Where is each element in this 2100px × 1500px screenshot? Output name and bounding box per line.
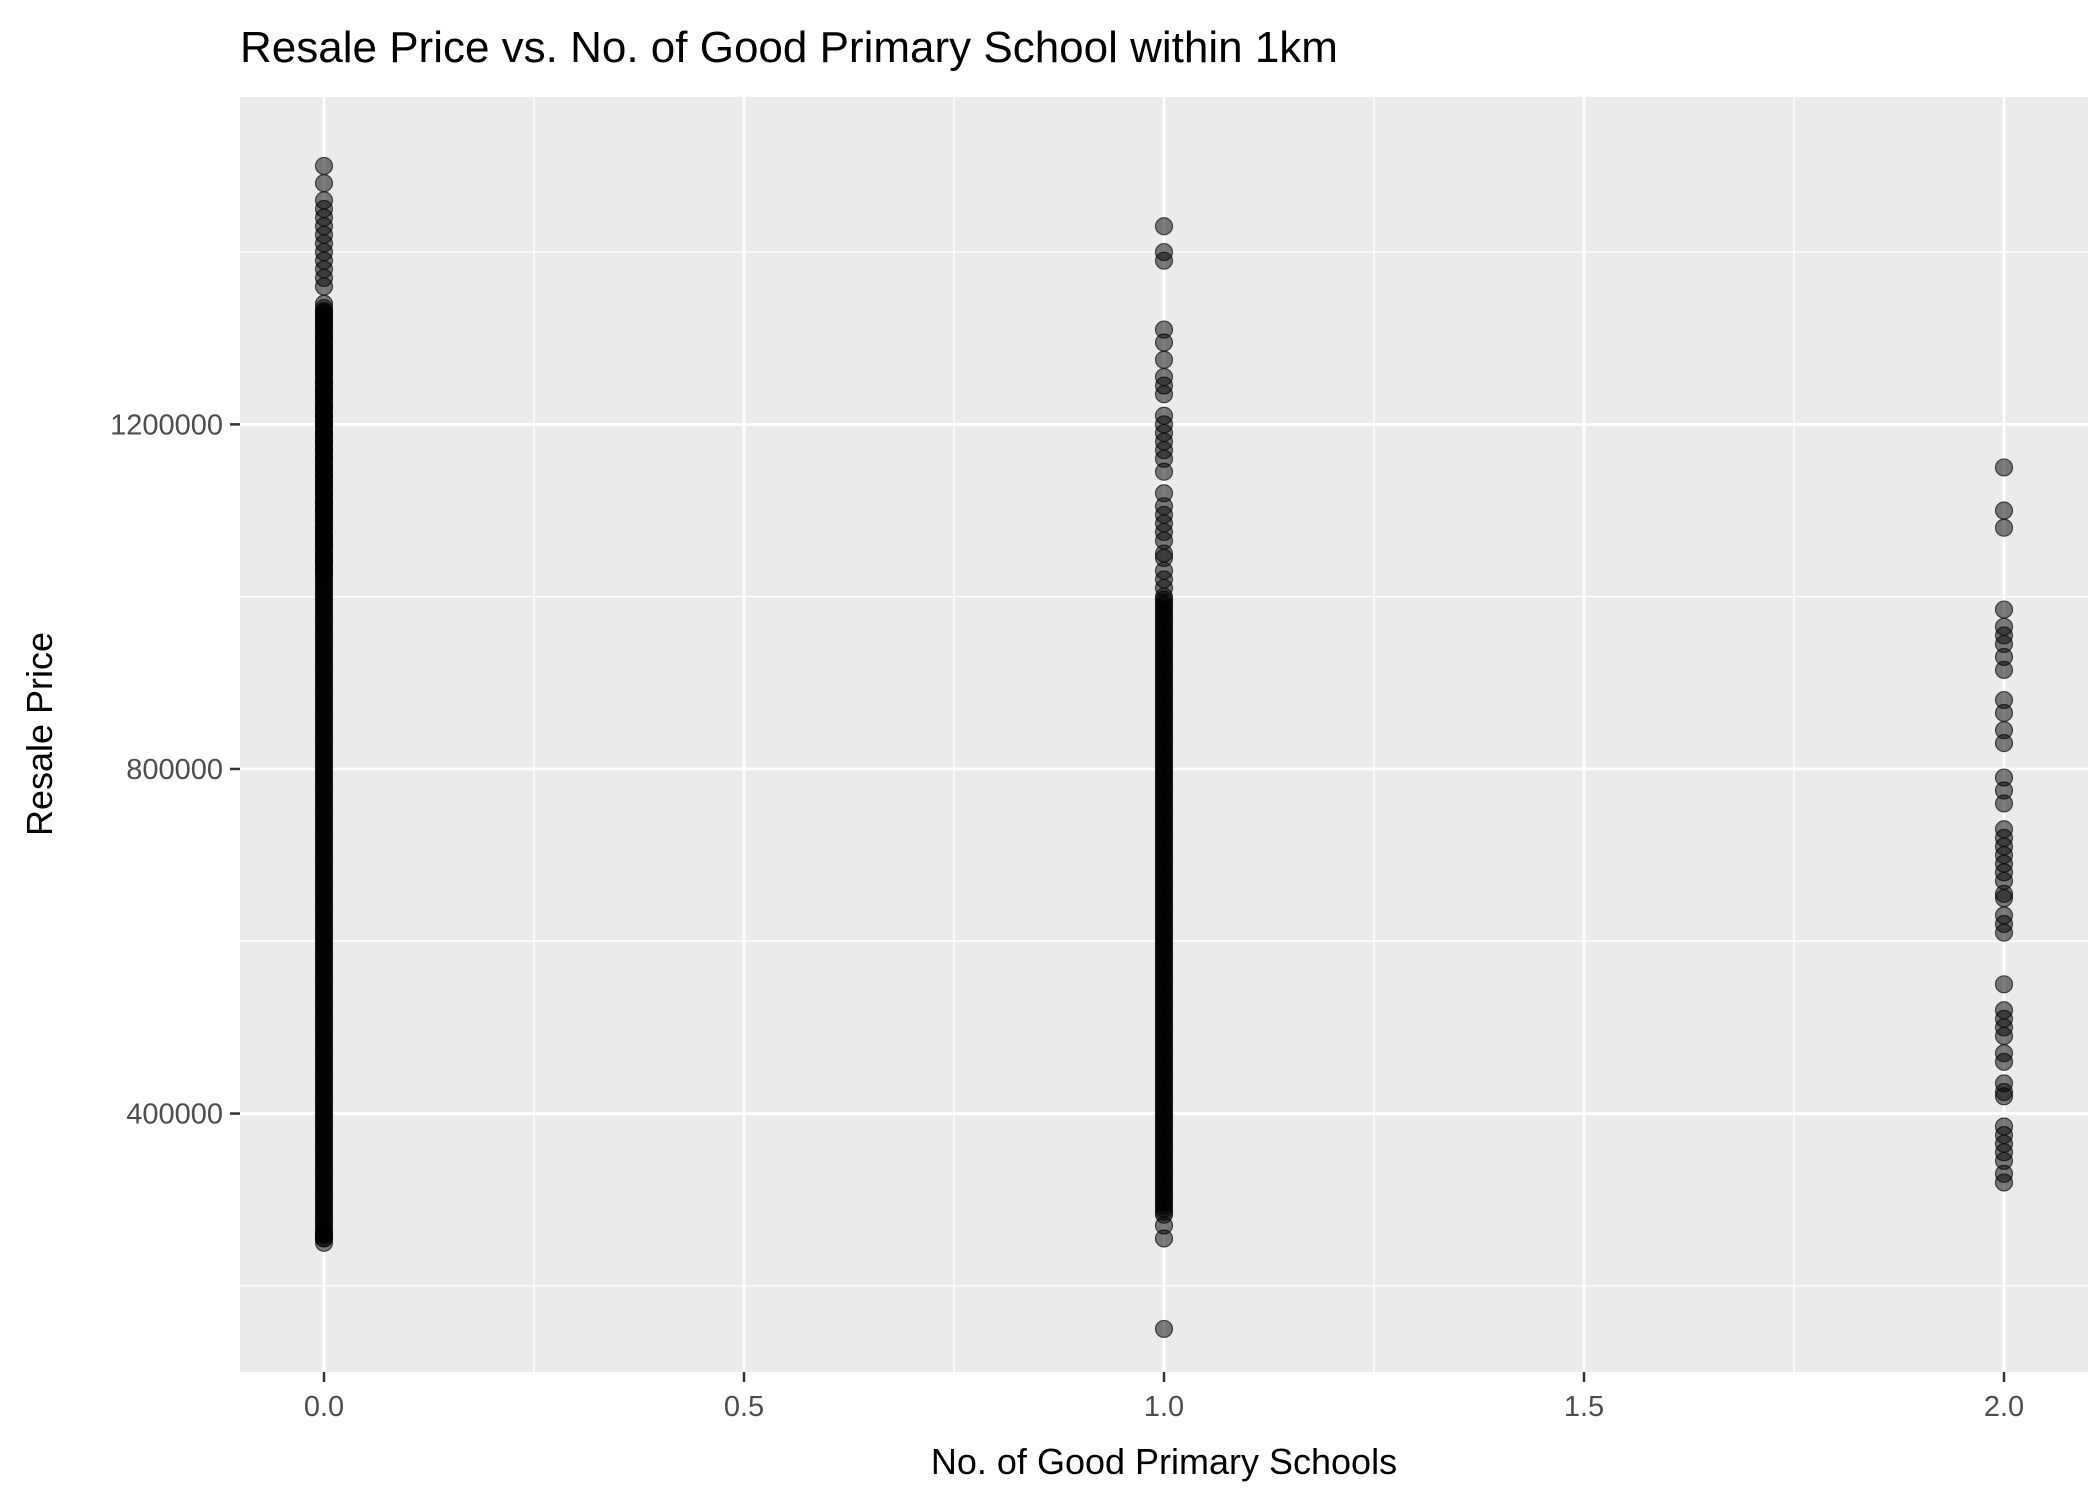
data-point <box>1154 578 1174 598</box>
data-point <box>1994 1087 2014 1106</box>
data-point <box>1994 703 2014 723</box>
y-tick-label: 400000 <box>126 1099 223 1131</box>
x-axis-title: No. of Good Primary Schools <box>931 1441 1397 1482</box>
data-point <box>314 561 334 580</box>
data-point <box>314 174 334 193</box>
data-point <box>1994 734 2014 753</box>
data-point <box>1994 600 2014 619</box>
data-point <box>1994 975 2014 994</box>
x-tick-label: 1.0 <box>1144 1391 1184 1423</box>
data-point <box>1994 923 2014 942</box>
data-point <box>1994 794 2014 813</box>
data-point <box>1994 1173 2014 1192</box>
chart-title: Resale Price vs. No. of Good Primary Sch… <box>240 23 1338 72</box>
data-point <box>314 1233 334 1252</box>
data-point <box>314 277 334 296</box>
data-point <box>1994 889 2014 908</box>
data-point <box>1994 518 2014 537</box>
data-point <box>1154 1319 1174 1339</box>
data-point <box>1994 660 2014 679</box>
x-tick-label: 0.5 <box>724 1391 764 1423</box>
tick-labels: 0.0 0.5 1.0 1.5 2.0 400000 800000 1200000 <box>110 409 2024 1423</box>
data-point <box>314 156 334 176</box>
data-point <box>1154 251 1174 270</box>
data-point <box>1994 458 2014 477</box>
x-tick-label: 2.0 <box>1984 1391 2024 1423</box>
data-point <box>1994 1052 2014 1071</box>
x-tick-label: 0.0 <box>304 1391 344 1423</box>
axis-ticks <box>230 423 2006 1382</box>
data-point <box>1154 350 1174 369</box>
data-point <box>1154 462 1174 481</box>
y-tick-label: 1200000 <box>110 409 223 441</box>
data-point <box>1994 501 2014 520</box>
data-points <box>314 156 2014 1339</box>
data-point <box>1994 1026 2014 1046</box>
y-axis-title: Resale Price <box>19 632 60 836</box>
data-point <box>1154 385 1174 404</box>
data-point <box>1154 1229 1174 1248</box>
y-tick-label: 800000 <box>126 754 223 786</box>
data-point <box>1154 217 1174 236</box>
x-tick-label: 1.5 <box>1564 1391 1604 1423</box>
data-point <box>1154 333 1174 352</box>
